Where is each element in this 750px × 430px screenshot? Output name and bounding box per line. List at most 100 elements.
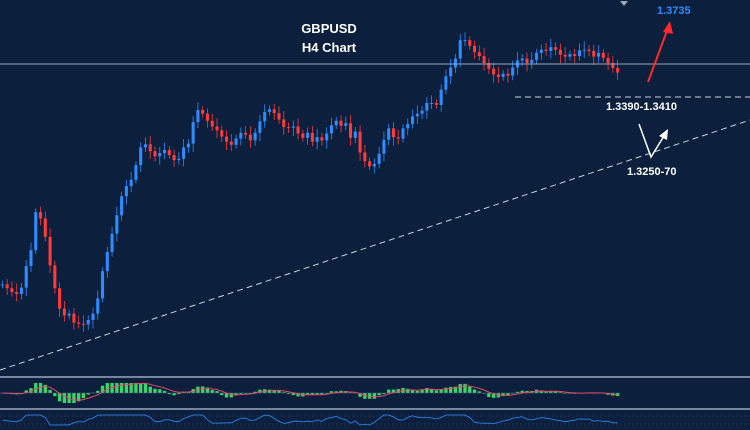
candle-bear: [81, 323, 85, 325]
macd-bar: [243, 393, 248, 394]
candle-bear: [301, 133, 305, 138]
candle-bull: [139, 147, 143, 166]
macd-bar: [387, 389, 391, 393]
macd-bar: [86, 393, 90, 395]
macd-bar: [558, 392, 563, 393]
macd-bar: [220, 393, 224, 396]
candle-bull: [344, 123, 348, 126]
macd-bar: [34, 383, 38, 393]
candle-bull: [124, 186, 128, 197]
macd-bar: [463, 383, 467, 393]
candle-bull: [91, 313, 95, 320]
candle-bear: [58, 288, 62, 309]
candle-bull: [306, 132, 310, 138]
candle-bear: [396, 137, 400, 139]
candle-bear: [349, 123, 353, 138]
candle-bull: [234, 138, 238, 145]
candle-bear: [391, 128, 395, 138]
macd-bar: [167, 393, 171, 395]
macd-bar: [172, 393, 176, 396]
macd-bar: [48, 389, 52, 393]
macd-bar: [406, 388, 410, 393]
candle-bear: [277, 113, 281, 120]
candle-bear: [148, 144, 152, 152]
candle-bull: [186, 143, 190, 148]
macd-bar: [81, 393, 86, 399]
candle-bull: [101, 271, 105, 299]
macd-bar: [539, 390, 543, 393]
macd-bar: [439, 389, 443, 393]
candle-bear: [215, 126, 219, 131]
macd-bar: [215, 391, 219, 393]
macd-bar: [549, 391, 553, 393]
candle-bear: [210, 120, 214, 127]
macd-bar: [506, 393, 510, 396]
candle-bear: [554, 47, 558, 50]
candle-bull: [105, 252, 109, 272]
macd-bar: [62, 393, 67, 403]
oscillator-panel: [0, 410, 750, 430]
candle-bear: [434, 102, 438, 105]
candle-bear: [229, 141, 233, 145]
candle-bull: [143, 144, 147, 148]
chart-timeframe: H4 Chart: [302, 40, 357, 55]
candle-bear: [248, 134, 252, 141]
candle-bear: [225, 136, 229, 142]
macd-bar: [177, 393, 181, 395]
candle-bull: [420, 110, 424, 114]
candle-bull: [239, 132, 243, 139]
candle-bull: [577, 50, 581, 57]
candle-bull: [406, 123, 410, 129]
macd-bar: [282, 392, 286, 393]
candle-bull: [511, 67, 515, 76]
macd-bar: [487, 393, 491, 398]
candle-bull: [19, 287, 23, 294]
macd-bar: [72, 393, 76, 403]
candle-bull: [110, 233, 114, 253]
candle-bear: [573, 54, 577, 57]
candle-bull: [24, 266, 28, 288]
macd-bar: [429, 389, 434, 393]
macd-bar: [110, 383, 114, 393]
macd-bar: [38, 383, 43, 393]
candle-bull: [334, 120, 338, 126]
macd-bar: [491, 393, 496, 398]
candle-bear: [153, 151, 157, 157]
candle-bull: [0, 284, 4, 286]
candle-bull: [353, 131, 357, 138]
candle-bear: [544, 49, 548, 51]
candle-bear: [10, 288, 14, 293]
macd-bar: [253, 391, 257, 393]
macd-bar: [57, 393, 62, 402]
candle-bull: [253, 132, 257, 141]
candle-bear: [172, 155, 176, 161]
candle-bear: [616, 68, 620, 73]
candle-bear: [611, 63, 615, 69]
macd-bar: [258, 389, 262, 393]
macd-bar: [139, 383, 143, 393]
candle-bull: [372, 163, 376, 167]
macd-bar: [553, 391, 558, 393]
macd-bar: [77, 393, 81, 402]
candle-bull: [582, 49, 586, 51]
candle-bull: [377, 153, 381, 164]
macd-bar: [458, 384, 462, 393]
candle-bull: [134, 165, 138, 180]
macd-bar: [511, 393, 515, 394]
candle-bull: [29, 250, 33, 267]
macd-bar: [310, 393, 315, 396]
macd-bar: [129, 383, 133, 393]
macd-bar: [296, 393, 300, 397]
candle-bear: [77, 322, 81, 324]
candle-bear: [482, 56, 486, 64]
macd-bar: [334, 391, 338, 393]
candle-bull: [86, 319, 90, 325]
macd-bar: [272, 389, 276, 393]
candle-bear: [201, 109, 205, 114]
candle-bear: [244, 132, 248, 135]
macd-bar: [124, 383, 129, 393]
macd-bar: [415, 390, 419, 393]
candle-bear: [167, 149, 171, 156]
macd-bar: [568, 393, 572, 394]
